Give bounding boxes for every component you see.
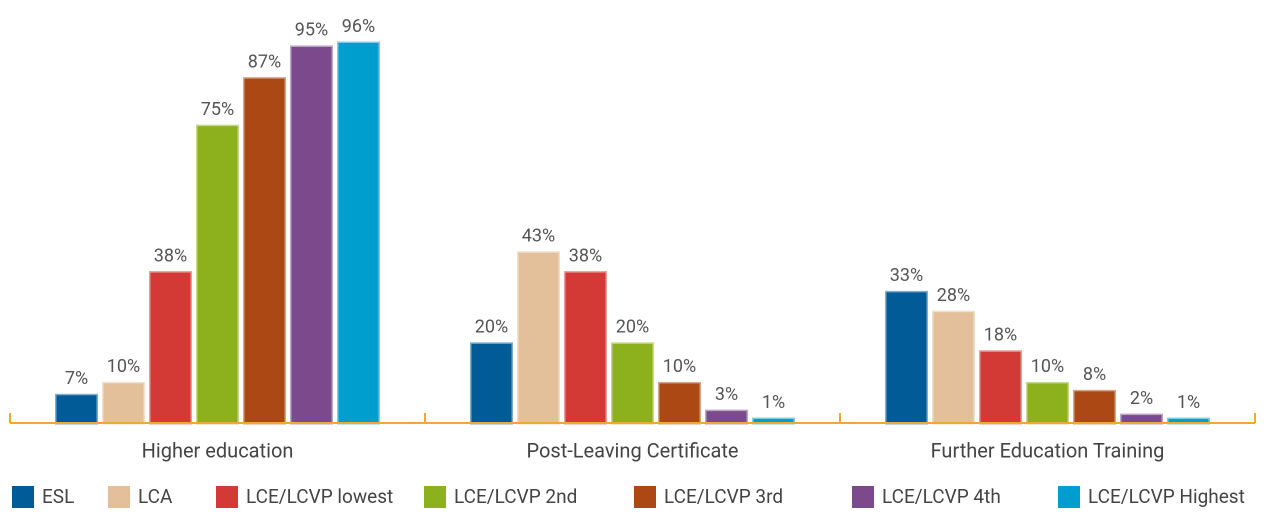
value-label: 1% [762, 392, 785, 413]
bar [705, 409, 748, 425]
value-label: 10% [107, 356, 140, 377]
legend-swatch [1058, 486, 1080, 508]
value-label: 33% [890, 265, 923, 286]
value-label: 7% [65, 368, 88, 389]
legend-swatch [108, 486, 130, 508]
value-label: 20% [616, 317, 649, 338]
category-label: Post-Leaving Certificate [526, 438, 738, 462]
value-label: 38% [154, 245, 187, 266]
value-label: 2% [1130, 388, 1153, 409]
bar [470, 342, 513, 425]
bar [517, 251, 560, 425]
legend-label: LCE/LCVP 3rd [664, 485, 783, 508]
bar [337, 41, 380, 425]
value-label: 96% [342, 16, 375, 37]
legend-label: LCE/LCVP Highest [1088, 485, 1245, 508]
legend-label: ESL [42, 485, 74, 508]
value-label: 38% [569, 245, 602, 266]
bar [1073, 389, 1116, 425]
legend-swatch [216, 486, 238, 508]
value-label: 43% [522, 226, 555, 247]
bar [564, 271, 607, 425]
bar [885, 290, 928, 425]
bar [932, 310, 975, 425]
bar [658, 381, 701, 425]
value-label: 10% [663, 356, 696, 377]
bar [196, 124, 239, 425]
category-label: Further Education Training [931, 438, 1165, 462]
legend-swatch [424, 486, 446, 508]
bar [55, 393, 98, 425]
legend-label: LCE/LCVP 4th [882, 485, 1001, 508]
value-label: 8% [1083, 364, 1106, 385]
bar [243, 77, 286, 425]
bar [102, 381, 145, 425]
bar [1026, 381, 1069, 425]
legend-label: LCE/LCVP lowest [246, 485, 393, 508]
legend-swatch [852, 486, 874, 508]
bar [149, 271, 192, 425]
value-label: 87% [248, 51, 281, 72]
bar [611, 342, 654, 425]
value-label: 18% [984, 325, 1017, 346]
legend-swatch [12, 486, 34, 508]
legend-swatch [634, 486, 656, 508]
value-label: 3% [715, 384, 738, 405]
value-label: 28% [937, 285, 970, 306]
value-label: 1% [1177, 392, 1200, 413]
bar [290, 45, 333, 425]
value-label: 95% [295, 20, 328, 41]
value-label: 75% [201, 99, 234, 120]
bar [1120, 413, 1163, 425]
value-label: 20% [475, 317, 508, 338]
legend-label: LCE/LCVP 2nd [454, 485, 577, 508]
value-label: 10% [1031, 356, 1064, 377]
legend-label: LCA [138, 485, 173, 508]
category-label: Higher education [142, 438, 294, 462]
bar [979, 350, 1022, 425]
